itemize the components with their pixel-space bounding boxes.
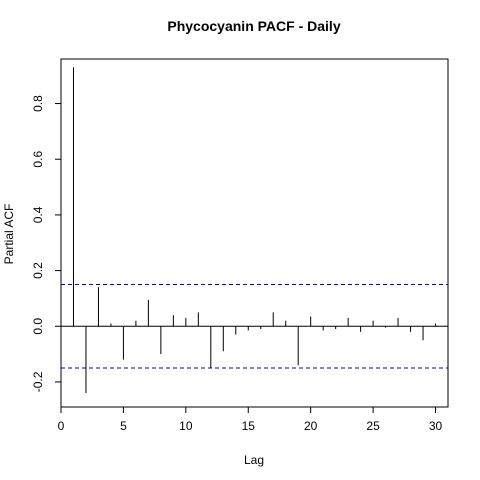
y-tick-label-5: 0.8 (31, 95, 45, 112)
plot-area: 0 5 10 15 20 25 30 -0.2 0.0 0.2 0.4 0.6 0.8 (31, 58, 449, 433)
y-tick-label-1: 0.0 (31, 318, 45, 335)
x-tick-label-5: 5 (120, 419, 127, 433)
x-tick-label-0: 0 (58, 419, 65, 433)
x-tick-label-25: 25 (366, 419, 380, 433)
x-tick-label-15: 15 (242, 419, 256, 433)
y-tick-label-3: 0.4 (31, 206, 45, 223)
y-tick-label-4: 0.6 (31, 151, 45, 168)
y-axis-label: Partial ACF (2, 204, 16, 265)
x-axis-label: Lag (244, 453, 264, 467)
plot-frame (60, 58, 449, 408)
chart-title: Phycocyanin PACF - Daily (167, 18, 340, 34)
x-tick-label-20: 20 (304, 419, 318, 433)
x-tick-label-10: 10 (179, 419, 193, 433)
x-tick-label-30: 30 (429, 419, 443, 433)
y-tick-label-2: 0.2 (31, 262, 45, 279)
y-tick-label-0: -0.2 (31, 371, 45, 392)
